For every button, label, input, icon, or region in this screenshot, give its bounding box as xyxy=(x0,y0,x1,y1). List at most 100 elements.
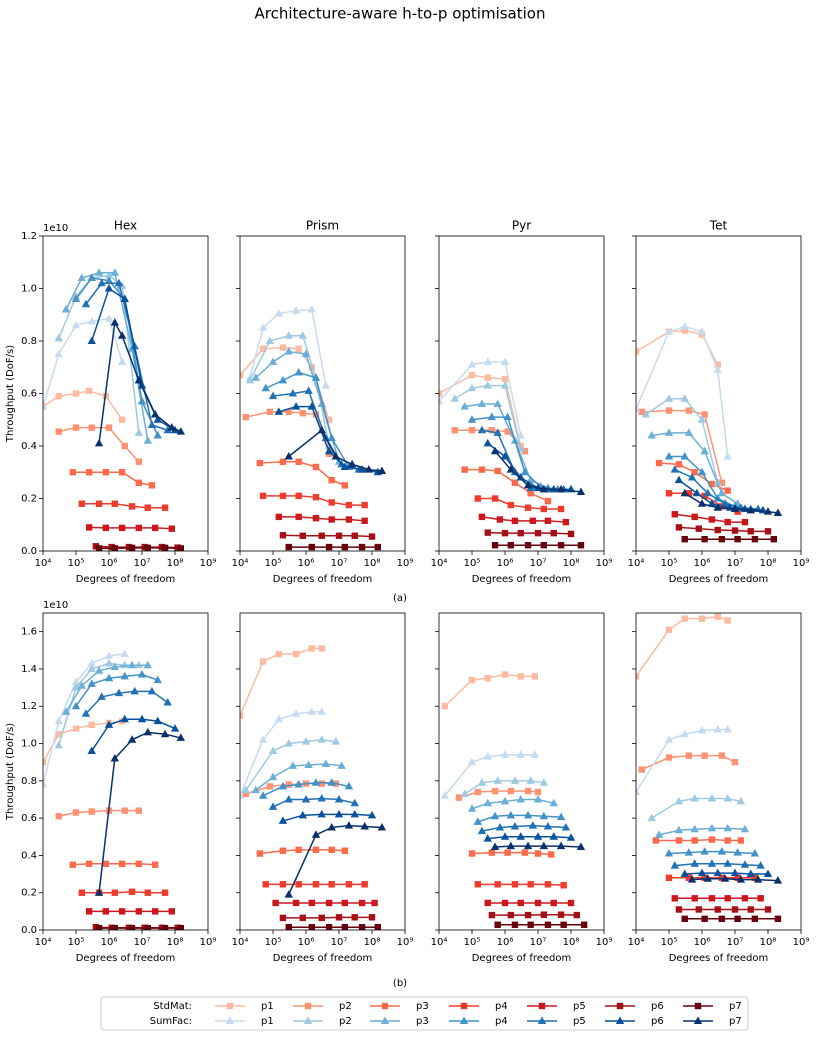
x-tick-label: 10⁵ xyxy=(464,558,481,569)
y-tick-label: 0.8 xyxy=(21,336,37,347)
marker-square xyxy=(527,881,534,888)
x-tick-label: 10⁷ xyxy=(727,558,744,569)
x-tick-label: 10⁹ xyxy=(596,937,613,948)
marker-square xyxy=(285,781,292,788)
marker-square xyxy=(504,849,511,856)
marker-triangle xyxy=(334,809,344,818)
x-tick-label: 10⁸ xyxy=(364,558,381,569)
marker-triangle xyxy=(523,810,533,819)
marker-square xyxy=(455,794,463,801)
x-tick-label: 10⁶ xyxy=(497,558,514,569)
marker-triangle xyxy=(539,811,549,820)
marker-square xyxy=(524,787,532,795)
legend-entry: p1 xyxy=(215,1016,274,1027)
series-line xyxy=(481,516,566,523)
marker-square xyxy=(55,392,62,400)
marker-square xyxy=(681,915,688,923)
marker-triangle xyxy=(251,785,260,794)
marker-square xyxy=(144,924,152,930)
marker-triangle xyxy=(331,737,341,745)
marker-square xyxy=(95,500,103,507)
marker-triangle xyxy=(543,822,553,830)
marker-triangle xyxy=(150,410,160,418)
marker-square xyxy=(708,836,716,843)
marker-triangle xyxy=(327,433,336,442)
marker-triangle xyxy=(539,778,549,786)
marker-square xyxy=(741,895,749,902)
marker-triangle xyxy=(556,841,566,850)
marker-triangle xyxy=(477,399,487,407)
marker-square xyxy=(507,911,515,919)
marker-triangle xyxy=(664,394,674,402)
marker-square xyxy=(358,543,366,551)
marker-triangle xyxy=(284,890,293,898)
legend-entry: p3 xyxy=(370,1001,429,1012)
marker-square xyxy=(312,493,320,501)
marker-square xyxy=(335,532,343,539)
marker-triangle xyxy=(539,484,549,493)
x-tick-label: 10⁶ xyxy=(497,937,514,948)
marker-triangle xyxy=(225,1016,235,1024)
marker-square xyxy=(279,532,287,539)
series-line xyxy=(641,409,723,483)
marker-square xyxy=(361,517,368,525)
marker-triangle xyxy=(537,1016,547,1024)
legend-entry: p2 xyxy=(293,1001,352,1012)
marker-square xyxy=(527,921,534,928)
marker-square xyxy=(328,476,335,484)
marker-square xyxy=(685,490,693,497)
marker-square xyxy=(285,924,292,930)
marker-triangle xyxy=(687,875,697,883)
marker-triangle xyxy=(500,750,510,758)
marker-triangle xyxy=(687,473,697,481)
marker-square xyxy=(724,895,731,902)
marker-square xyxy=(111,924,119,930)
marker-square xyxy=(144,504,152,511)
marker-square xyxy=(118,860,126,868)
series-line xyxy=(487,442,571,491)
marker-square xyxy=(118,524,126,532)
marker-square xyxy=(524,504,532,511)
marker-square xyxy=(540,911,548,918)
legend-entry: p4 xyxy=(449,1016,508,1027)
marker-triangle xyxy=(490,842,500,851)
legend-entry: p6 xyxy=(605,1001,664,1012)
marker-triangle xyxy=(291,402,301,410)
marker-square xyxy=(731,906,739,913)
marker-square xyxy=(718,915,726,923)
marker-square xyxy=(478,466,486,473)
marker-triangle xyxy=(268,357,278,365)
marker-square xyxy=(55,731,62,738)
marker-square xyxy=(560,921,567,928)
x-tick-label: 10⁶ xyxy=(101,558,118,569)
series-line xyxy=(636,329,719,365)
marker-triangle xyxy=(104,284,114,292)
legend-entry: p6 xyxy=(605,1016,664,1027)
marker-square xyxy=(69,469,77,476)
marker-triangle xyxy=(697,725,707,734)
marker-triangle xyxy=(54,716,63,725)
marker-square xyxy=(242,790,250,798)
marker-triangle xyxy=(684,848,694,856)
marker-square xyxy=(148,482,156,489)
marker-triangle xyxy=(483,357,492,365)
marker-triangle xyxy=(143,660,153,669)
x-tick-label: 10⁴ xyxy=(35,937,52,948)
marker-square xyxy=(102,524,110,532)
marker-square xyxy=(161,544,169,551)
marker-triangle xyxy=(516,832,525,840)
marker-square xyxy=(714,906,721,913)
marker-square xyxy=(358,899,366,907)
x-tick-label: 10⁸ xyxy=(760,937,777,948)
marker-triangle xyxy=(304,760,313,768)
marker-square xyxy=(691,895,698,902)
marker-triangle xyxy=(733,848,742,856)
marker-square xyxy=(135,524,143,532)
marker-square xyxy=(557,911,565,918)
marker-square xyxy=(724,617,731,624)
marker-square xyxy=(681,535,688,543)
marker-triangle xyxy=(561,822,571,831)
marker-triangle xyxy=(301,794,311,803)
marker-triangle xyxy=(274,714,284,723)
series-line xyxy=(58,274,140,433)
